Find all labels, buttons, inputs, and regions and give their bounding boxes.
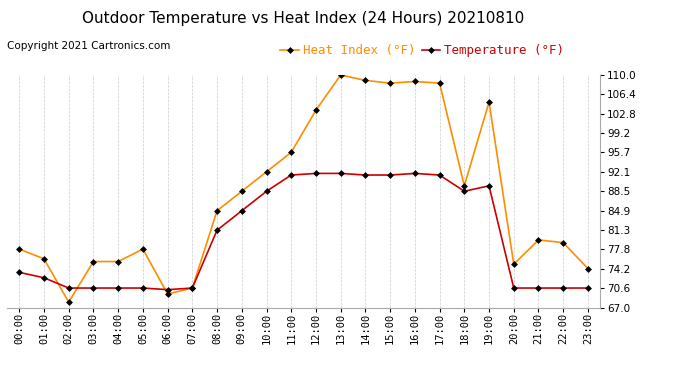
Heat Index (°F) (411, 79, 419, 84)
Heat Index (°F) (114, 259, 122, 264)
Heat Index (°F) (237, 189, 246, 194)
Temperature (°F) (262, 189, 270, 194)
Temperature (°F) (460, 189, 469, 194)
Heat Index (°F) (40, 256, 48, 261)
Heat Index (°F) (510, 262, 518, 267)
Heat Index (°F) (534, 238, 542, 242)
Temperature (°F) (435, 173, 444, 177)
Heat Index (°F) (15, 247, 23, 251)
Heat Index (°F) (188, 286, 197, 290)
Temperature (°F) (386, 173, 394, 177)
Heat Index (°F) (386, 81, 394, 86)
Temperature (°F) (485, 184, 493, 188)
Text: Outdoor Temperature vs Heat Index (24 Hours) 20210810: Outdoor Temperature vs Heat Index (24 Ho… (83, 11, 524, 26)
Temperature (°F) (362, 173, 370, 177)
Heat Index (°F) (559, 240, 567, 245)
Temperature (°F) (40, 276, 48, 280)
Heat Index (°F) (312, 108, 320, 112)
Legend: Heat Index (°F), Temperature (°F): Heat Index (°F), Temperature (°F) (275, 39, 569, 62)
Temperature (°F) (337, 171, 345, 176)
Heat Index (°F) (362, 78, 370, 82)
Temperature (°F) (164, 287, 172, 292)
Heat Index (°F) (65, 300, 73, 304)
Heat Index (°F) (89, 259, 97, 264)
Temperature (°F) (534, 286, 542, 290)
Heat Index (°F) (287, 150, 295, 154)
Line: Temperature (°F): Temperature (°F) (17, 171, 590, 292)
Temperature (°F) (411, 171, 419, 176)
Heat Index (°F) (164, 292, 172, 296)
Temperature (°F) (559, 286, 567, 290)
Heat Index (°F) (460, 184, 469, 188)
Temperature (°F) (188, 286, 197, 290)
Temperature (°F) (584, 286, 592, 290)
Temperature (°F) (65, 286, 73, 290)
Temperature (°F) (15, 270, 23, 274)
Text: Copyright 2021 Cartronics.com: Copyright 2021 Cartronics.com (7, 41, 170, 51)
Heat Index (°F) (139, 247, 147, 251)
Temperature (°F) (510, 286, 518, 290)
Heat Index (°F) (337, 73, 345, 77)
Line: Heat Index (°F): Heat Index (°F) (17, 73, 590, 304)
Temperature (°F) (237, 209, 246, 213)
Temperature (°F) (89, 286, 97, 290)
Temperature (°F) (139, 286, 147, 290)
Temperature (°F) (114, 286, 122, 290)
Heat Index (°F) (584, 266, 592, 271)
Heat Index (°F) (262, 170, 270, 174)
Temperature (°F) (287, 173, 295, 177)
Temperature (°F) (312, 171, 320, 176)
Heat Index (°F) (213, 209, 221, 213)
Heat Index (°F) (485, 100, 493, 104)
Heat Index (°F) (435, 81, 444, 86)
Temperature (°F) (213, 228, 221, 232)
